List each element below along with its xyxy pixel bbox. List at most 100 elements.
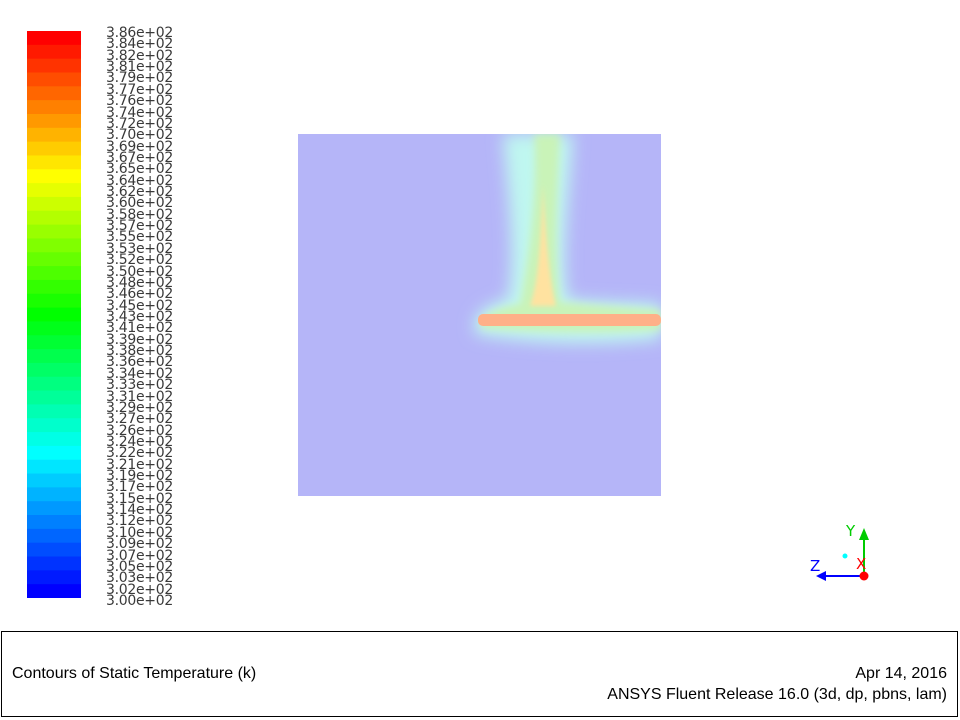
- colorbar-label: 3.43e+02: [106, 309, 173, 325]
- colorbar-label: 3.53e+02: [106, 240, 173, 257]
- colorbar-label: 3.64e+02: [106, 172, 173, 189]
- colorbar-label: 3.70e+02: [106, 127, 173, 144]
- plot-title: Contours of Static Temperature (k): [12, 665, 257, 682]
- colorbar-label: 3.24e+02: [106, 433, 173, 450]
- colorbar-label: 3.84e+02: [106, 36, 173, 53]
- plot-info-box: Contours of Static Temperature (k) Apr 1…: [1, 631, 958, 717]
- colorbar-band: [27, 58, 81, 74]
- colorbar-label: 3.58e+02: [106, 206, 173, 223]
- colorbar-label: 3.65e+02: [106, 161, 173, 178]
- colorbar-label: 3.46e+02: [106, 286, 173, 303]
- colorbar-band: [27, 141, 81, 157]
- colorbar-label: 3.22e+02: [106, 445, 173, 462]
- colorbar-label: 3.81e+02: [106, 59, 173, 76]
- colorbar-band: [27, 376, 81, 392]
- plume-outer-region: [474, 134, 661, 344]
- z-axis-label: Z: [810, 557, 820, 575]
- colorbar-band: [27, 404, 81, 419]
- colorbar-band: [27, 362, 81, 378]
- colorbar-band: [27, 44, 81, 60]
- colorbar-band: [27, 390, 81, 405]
- colorbar-label: 3.69e+02: [106, 138, 173, 155]
- plume-mid-region: [481, 134, 661, 333]
- colorbar-label: 3.36e+02: [106, 354, 173, 371]
- x-axis-origin-dot: [859, 571, 869, 581]
- colorbar-label: 3.12e+02: [106, 513, 173, 530]
- colorbar-label: 3.19e+02: [106, 468, 173, 485]
- colorbar-label: 3.02e+02: [106, 581, 173, 598]
- colorbar-band: [27, 100, 81, 115]
- plume-core-region: [530, 184, 556, 306]
- colorbar-label: 3.86e+02: [106, 25, 173, 41]
- colorbar-band: [27, 445, 81, 461]
- colorbar-label: 3.17e+02: [106, 479, 173, 496]
- colorbar-band: [27, 238, 81, 253]
- colorbar-label: 3.48e+02: [106, 274, 173, 291]
- colorbar-band: [27, 169, 81, 184]
- colorbar-label: 3.21e+02: [106, 456, 173, 473]
- colorbar-label: 3.26e+02: [106, 422, 173, 439]
- colorbar-band: [27, 307, 81, 323]
- colorbar-band: [27, 584, 81, 598]
- colorbar-band: [27, 542, 81, 558]
- colorbar-label: 3.77e+02: [106, 81, 173, 98]
- plot-date: Apr 14, 2016: [855, 665, 947, 682]
- y-axis-label: Y: [845, 522, 856, 540]
- colorbar-label: 3.82e+02: [106, 47, 173, 64]
- colorbar-label: 3.76e+02: [106, 93, 173, 110]
- colorbar-band: [27, 501, 81, 516]
- colorbar-labels: 3.86e+02 3.84e+02 3.82e+02 3.81e+02 3.79e+02…: [106, 0, 196, 620]
- colorbar-band: [27, 570, 81, 585]
- colorbar-band: [27, 515, 81, 530]
- colorbar-band: [27, 183, 81, 198]
- colorbar-band: [27, 473, 81, 488]
- colorbar-label: 3.15e+02: [106, 490, 173, 507]
- colorbar-label: 3.55e+02: [106, 229, 173, 246]
- colorbar-label: 3.52e+02: [106, 252, 173, 269]
- colorbar-label: 3.79e+02: [106, 70, 173, 87]
- colorbar-label: 3.03e+02: [106, 570, 173, 587]
- axis-triad: Y Z X: [810, 522, 869, 581]
- colorbar-label: 3.00e+02: [106, 593, 173, 609]
- colorbar-label: 3.34e+02: [106, 365, 173, 382]
- colorbar-band: [27, 349, 81, 364]
- colorbar-label: 3.67e+02: [106, 149, 173, 166]
- colorbar-label: 3.41e+02: [106, 320, 173, 337]
- colorbar-label: 3.62e+02: [106, 184, 173, 201]
- colorbar-band: [27, 196, 81, 212]
- colorbar-label: 3.07e+02: [106, 547, 173, 564]
- colorbar-band: [27, 72, 81, 87]
- colorbar-band: [27, 293, 81, 309]
- z-axis-arrowhead: [816, 571, 826, 581]
- colorbar-label: 3.14e+02: [106, 502, 173, 519]
- colorbar-band: [27, 86, 81, 101]
- colorbar-band: [27, 556, 81, 571]
- colorbar-band: [27, 528, 81, 544]
- colorbar-band: [27, 113, 81, 129]
- colorbar-band: [27, 252, 81, 267]
- colorbar-band: [27, 31, 81, 46]
- y-axis-arrowhead: [859, 528, 869, 540]
- colorbar-band: [27, 279, 81, 295]
- colorbar-band: [27, 459, 81, 475]
- colorbar-label: 3.60e+02: [106, 195, 173, 212]
- colorbar-label: 3.10e+02: [106, 524, 173, 541]
- colorbar-label: 3.05e+02: [106, 558, 173, 575]
- heated-plate: [478, 314, 661, 326]
- contour-plot: [298, 134, 661, 496]
- colorbar-band: [27, 487, 81, 502]
- colorbar-label: 3.57e+02: [106, 218, 173, 235]
- colorbar-label: 3.50e+02: [106, 263, 173, 280]
- colorbar-label: 3.09e+02: [106, 536, 173, 553]
- colorbar-label: 3.72e+02: [106, 115, 173, 132]
- colorbar-band: [27, 210, 81, 226]
- colorbar-label: 3.27e+02: [106, 411, 173, 428]
- colorbar-label: 3.38e+02: [106, 343, 173, 360]
- colorbar-band: [27, 266, 81, 281]
- colorbar-band: [27, 418, 81, 433]
- triad-reference-dot: [842, 553, 848, 559]
- colorbar-label: 3.33e+02: [106, 377, 173, 394]
- colorbar-band: [27, 155, 81, 170]
- colorbar-band: [27, 432, 81, 447]
- software-release: ANSYS Fluent Release 16.0 (3d, dp, pbns,…: [607, 686, 947, 703]
